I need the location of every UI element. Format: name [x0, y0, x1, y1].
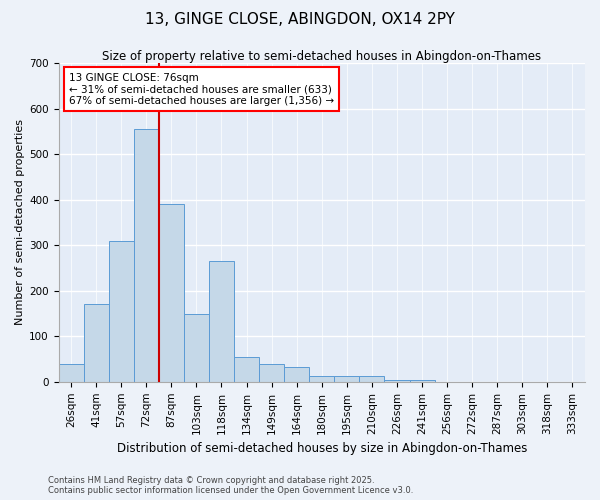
Bar: [59, 364, 83, 382]
Y-axis label: Number of semi-detached properties: Number of semi-detached properties: [15, 120, 25, 326]
Bar: [209, 261, 234, 382]
Bar: [284, 367, 309, 382]
X-axis label: Distribution of semi-detached houses by size in Abingdon-on-Thames: Distribution of semi-detached houses by …: [116, 442, 527, 455]
Text: 13 GINGE CLOSE: 76sqm
← 31% of semi-detached houses are smaller (633)
67% of sem: 13 GINGE CLOSE: 76sqm ← 31% of semi-deta…: [69, 72, 334, 106]
Bar: [159, 204, 184, 382]
Bar: [410, 380, 434, 382]
Bar: [234, 357, 259, 382]
Bar: [309, 376, 334, 382]
Bar: [359, 376, 385, 382]
Text: Contains HM Land Registry data © Crown copyright and database right 2025.
Contai: Contains HM Land Registry data © Crown c…: [48, 476, 413, 495]
Title: Size of property relative to semi-detached houses in Abingdon-on-Thames: Size of property relative to semi-detach…: [102, 50, 541, 63]
Text: 13, GINGE CLOSE, ABINGDON, OX14 2PY: 13, GINGE CLOSE, ABINGDON, OX14 2PY: [145, 12, 455, 28]
Bar: [259, 364, 284, 382]
Bar: [385, 380, 410, 382]
Bar: [83, 304, 109, 382]
Bar: [334, 376, 359, 382]
Bar: [109, 240, 134, 382]
Bar: [134, 129, 159, 382]
Bar: [184, 314, 209, 382]
